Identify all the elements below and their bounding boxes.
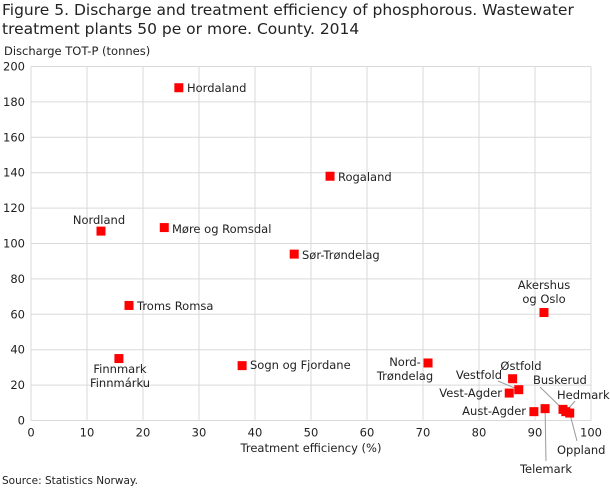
point-label: Finnmark Finnmárku (90, 362, 150, 390)
x-axis-label: Treatment efficiency (%) (240, 441, 382, 455)
data-point (540, 404, 550, 414)
point-label: Hordaland (187, 81, 246, 95)
point-label: Oppland (557, 443, 605, 457)
point-label: Nord-Trøndelag (376, 355, 433, 383)
data-point (114, 354, 124, 364)
point-label: Telemark (519, 462, 572, 476)
point-label-line: Trøndelag (376, 369, 433, 383)
data-point (325, 171, 335, 181)
point-label: Akershus og Oslo (518, 278, 570, 306)
source-note: Source: Statistics Norway. (2, 475, 138, 487)
x-tick-label: 40 (248, 426, 263, 440)
leader-line (544, 408, 547, 462)
y-tick-label: 120 (3, 201, 25, 215)
x-tick-label: 0 (27, 426, 34, 440)
y-tick-label: 40 (10, 343, 25, 357)
chart-title: Figure 5. Discharge and treatment effici… (2, 1, 574, 38)
y-tick-label: 80 (10, 272, 25, 286)
leader-line (569, 412, 578, 442)
x-tick-label: 90 (528, 426, 543, 440)
point-label: Sør-Trøndelag (302, 248, 380, 262)
data-point (174, 83, 184, 93)
data-point (504, 388, 514, 398)
x-tick-label: 30 (192, 426, 207, 440)
y-tick-label: 140 (3, 166, 25, 180)
point-label: Sogn og Fjordane (250, 358, 351, 372)
point-label-line: og Oslo (522, 292, 565, 306)
y-tick-label: 20 (10, 378, 25, 392)
point-label: Troms Romsa (136, 299, 213, 313)
data-point (289, 249, 299, 259)
point-label: Møre og Romsdal (172, 222, 271, 236)
data-point (159, 223, 169, 233)
point-label: Vestfold (456, 368, 502, 382)
y-tick-label: 100 (3, 237, 25, 251)
point-label: Østfold (500, 359, 541, 373)
x-tick-label: 100 (580, 426, 602, 440)
x-tick-label: 80 (472, 426, 487, 440)
data-point (539, 308, 549, 318)
point-label-line: Finnmárku (90, 376, 150, 390)
data-point (529, 407, 539, 417)
point-label: Hedmark (557, 388, 610, 402)
point-label-line: Finnmark (93, 362, 147, 376)
y-tick-label: 180 (3, 95, 25, 109)
data-point (237, 361, 247, 371)
x-tick-label: 70 (416, 426, 431, 440)
y-tick-label: 60 (10, 307, 25, 321)
x-tick-label: 20 (136, 426, 151, 440)
data-point (96, 226, 106, 236)
data-point (508, 374, 518, 384)
data-point (423, 358, 433, 368)
x-tick-label: 50 (304, 426, 319, 440)
point-label-line: Nord- (389, 355, 421, 369)
y-tick-label: 0 (18, 414, 25, 428)
x-tick-label: 60 (360, 426, 375, 440)
data-point (514, 385, 524, 395)
y-axis-label: Discharge TOT-P (tonnes) (4, 44, 150, 58)
point-label: Buskerud (533, 373, 587, 387)
point-label: Rogaland (338, 170, 392, 184)
point-label-line: Akershus (518, 278, 570, 292)
point-label: Vest-Agder (439, 386, 502, 400)
y-tick-label: 160 (3, 130, 25, 144)
data-point (124, 300, 134, 310)
y-tick-label: 200 (3, 60, 25, 74)
x-tick-label: 10 (80, 426, 95, 440)
point-label: Aust-Agder (462, 404, 526, 418)
data-point (565, 408, 575, 418)
point-label: Nordland (73, 213, 125, 227)
